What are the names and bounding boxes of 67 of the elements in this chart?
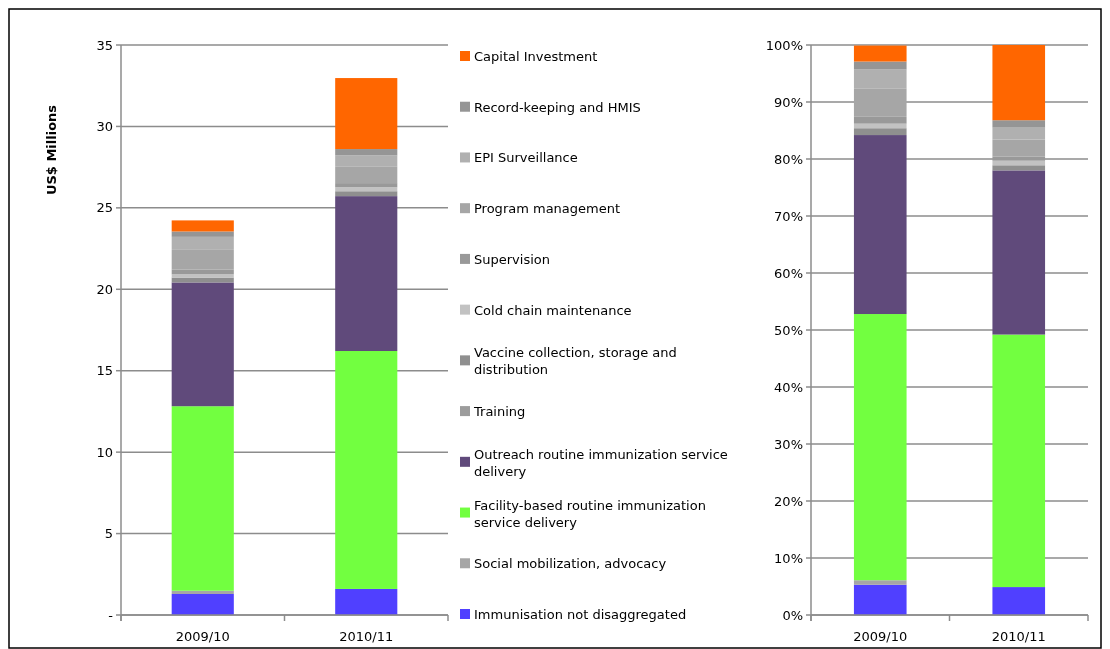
- legend-label: Social mobilization, advocacy: [474, 555, 667, 571]
- legend-label: Cold chain maintenance: [474, 302, 632, 318]
- bar: [853, 584, 907, 615]
- bar: [853, 135, 907, 315]
- y-tick-label: 60%: [774, 265, 803, 281]
- bar: [335, 149, 398, 156]
- bar: [171, 282, 234, 407]
- y-tick-label: 20: [96, 281, 113, 297]
- x-tick-label: 2010/11: [339, 629, 394, 644]
- x-tick-label: 2009/10: [853, 629, 908, 644]
- bar: [853, 45, 907, 62]
- x-tick-label: 2009/10: [175, 629, 230, 644]
- bar: [335, 183, 398, 188]
- y-axis-title: US$ Millions: [44, 104, 59, 196]
- bar: [335, 351, 398, 589]
- bar: [335, 191, 398, 197]
- bar: [171, 231, 234, 237]
- bar: [992, 170, 1046, 335]
- y-tick-label: 70%: [774, 208, 803, 224]
- y-tick-label: 30: [96, 118, 113, 134]
- bar: [992, 334, 1046, 588]
- bar: [992, 45, 1046, 121]
- y-tick-label: 15: [96, 363, 113, 379]
- legend-label: Facility-based routine immunization service delivery: [474, 497, 706, 530]
- bar: [335, 196, 398, 352]
- bar: [853, 580, 907, 585]
- bar: [335, 588, 398, 615]
- bar: [853, 116, 907, 124]
- y-tick-label: 90%: [774, 94, 803, 110]
- bar: [171, 274, 234, 278]
- y-tick-label: -: [108, 607, 114, 623]
- legend-label: Program management: [474, 200, 621, 216]
- bar: [171, 593, 234, 615]
- bar: [171, 590, 234, 594]
- legend-label: EPI Surveillance: [474, 149, 578, 165]
- y-tick-label: 10: [96, 444, 113, 460]
- bar: [853, 314, 907, 581]
- bar: [992, 587, 1046, 615]
- bar: [171, 269, 234, 275]
- y-tick-label: 100%: [765, 37, 803, 53]
- legend-label: Training: [473, 403, 526, 419]
- x-tick-label: 2010/11: [991, 629, 1046, 644]
- y-tick-label: 35: [96, 37, 113, 53]
- legend-label: Outreach routine immunization service delivery: [474, 446, 728, 479]
- bar: [853, 61, 907, 70]
- y-tick-label: 30%: [774, 436, 803, 452]
- bar: [171, 220, 234, 232]
- legend-label: Capital Investment: [474, 48, 598, 64]
- legend-label: Immunisation not disaggregated: [474, 606, 687, 622]
- bar: [335, 187, 398, 192]
- y-tick-label: 80%: [774, 151, 803, 167]
- y-tick-label: 25: [96, 200, 113, 216]
- legend-label: Supervision: [474, 251, 550, 267]
- bar: [992, 120, 1046, 128]
- legend-label: Vaccine collection, storage and distribution: [474, 344, 677, 377]
- y-tick-label: 0%: [782, 607, 803, 623]
- bar: [853, 128, 907, 136]
- bar: [992, 165, 1046, 171]
- bar: [992, 156, 1046, 161]
- y-tick-label: 40%: [774, 379, 803, 395]
- y-tick-label: 5: [104, 526, 113, 542]
- y-tick-label: 20%: [774, 493, 803, 509]
- bar: [335, 78, 398, 150]
- bar: [171, 406, 234, 591]
- legend-label: Record-keeping and HMIS: [474, 99, 641, 115]
- y-tick-label: 10%: [774, 550, 803, 566]
- y-tick-label: 50%: [774, 322, 803, 338]
